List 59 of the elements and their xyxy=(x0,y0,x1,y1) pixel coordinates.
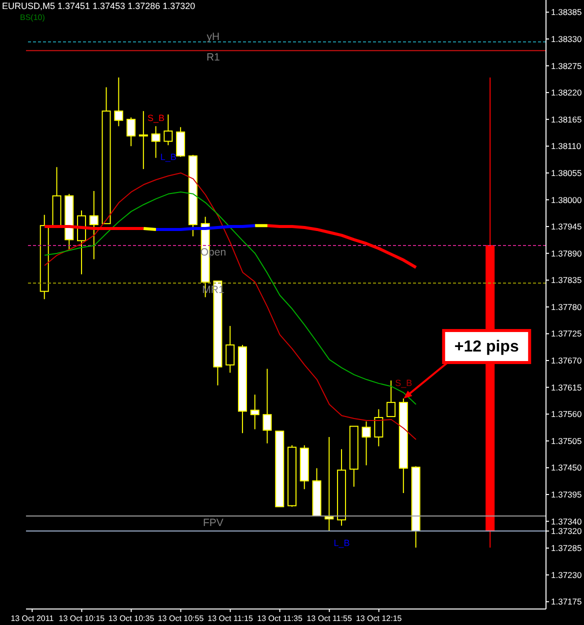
y-tick-label: 1.38110 xyxy=(551,141,582,152)
x-tick-label: 13 Oct 12:15 xyxy=(356,614,402,623)
y-tick-label: 1.37320 xyxy=(551,526,582,536)
candlestick xyxy=(164,114,173,146)
x-tick-label: 13 Oct 10:55 xyxy=(158,614,204,623)
y-tick-label: 1.37285 xyxy=(551,543,582,554)
annotation: L_B xyxy=(160,152,176,162)
candlestick xyxy=(138,110,148,170)
x-tick-label: 13 Oct 11:15 xyxy=(208,614,254,623)
annotation: BS(10) xyxy=(20,13,46,22)
y-tick-label: 1.37890 xyxy=(551,248,582,258)
ref-line-label: R1 xyxy=(206,52,220,64)
y-tick-label: 1.37945 xyxy=(551,222,582,232)
ref-line-label: MR1 xyxy=(202,284,224,296)
candlestick xyxy=(226,325,235,374)
annotation: S_B xyxy=(395,378,412,388)
x-tick-label: 13 Oct 10:35 xyxy=(108,614,155,623)
y-tick-label: 1.38275 xyxy=(551,60,582,71)
line-series xyxy=(44,172,416,440)
annotation: +12 pips xyxy=(454,338,519,356)
y-tick-label: 1.37615 xyxy=(551,382,582,392)
y-tick-label: 1.38165 xyxy=(551,114,582,124)
ref-line-label: FPV xyxy=(202,516,224,529)
y-tick-label: 1.38220 xyxy=(551,88,582,98)
line-series xyxy=(44,191,416,405)
y-tick-label: 1.37670 xyxy=(551,356,582,366)
y-tick-label: 1.37725 xyxy=(551,328,582,339)
y-tick-label: 1.37780 xyxy=(551,302,582,312)
candlestick xyxy=(250,394,260,430)
candlestick xyxy=(176,126,186,158)
y-tick-label: 1.37175 xyxy=(551,596,582,607)
candlestick xyxy=(114,76,124,127)
candlestick xyxy=(324,436,334,532)
candlestick xyxy=(262,368,272,444)
y-tick-label: 1.37835 xyxy=(551,275,582,286)
y-tick-label: 1.38385 xyxy=(551,7,582,18)
y-tick-label: 1.37560 xyxy=(551,409,582,420)
candlestick xyxy=(89,190,98,260)
x-tick-label: 13 Oct 2011 xyxy=(10,614,54,623)
y-tick-label: 1.37505 xyxy=(551,436,582,446)
candlestick xyxy=(374,408,384,447)
y-tick-label: 1.38000 xyxy=(551,194,582,205)
y-tick-label: 1.38055 xyxy=(551,168,582,178)
annotation: L_B xyxy=(334,538,350,548)
y-tick-label: 1.37230 xyxy=(551,570,582,580)
x-tick-label: 13 Oct 10:15 xyxy=(58,614,106,623)
y-tick-label: 1.37395 xyxy=(551,490,582,500)
y-tick-label: 1.37450 xyxy=(551,462,582,473)
y-tick-label: 1.38330 xyxy=(551,34,582,44)
candlestick xyxy=(362,420,371,466)
chart-title: EURUSD,M5 1.37451 1.37453 1.37286 1.37320 xyxy=(2,1,196,11)
candlestick xyxy=(386,380,396,418)
annotation: S_B xyxy=(147,113,165,123)
candlestick xyxy=(126,116,136,147)
y-tick-label: 1.37340 xyxy=(551,516,582,526)
ref-line-label: yH xyxy=(206,30,220,43)
candlestick xyxy=(151,126,160,158)
x-tick-label: 13 Oct 11:55 xyxy=(306,614,352,623)
x-tick-label: 13 Oct 11:35 xyxy=(257,614,303,623)
